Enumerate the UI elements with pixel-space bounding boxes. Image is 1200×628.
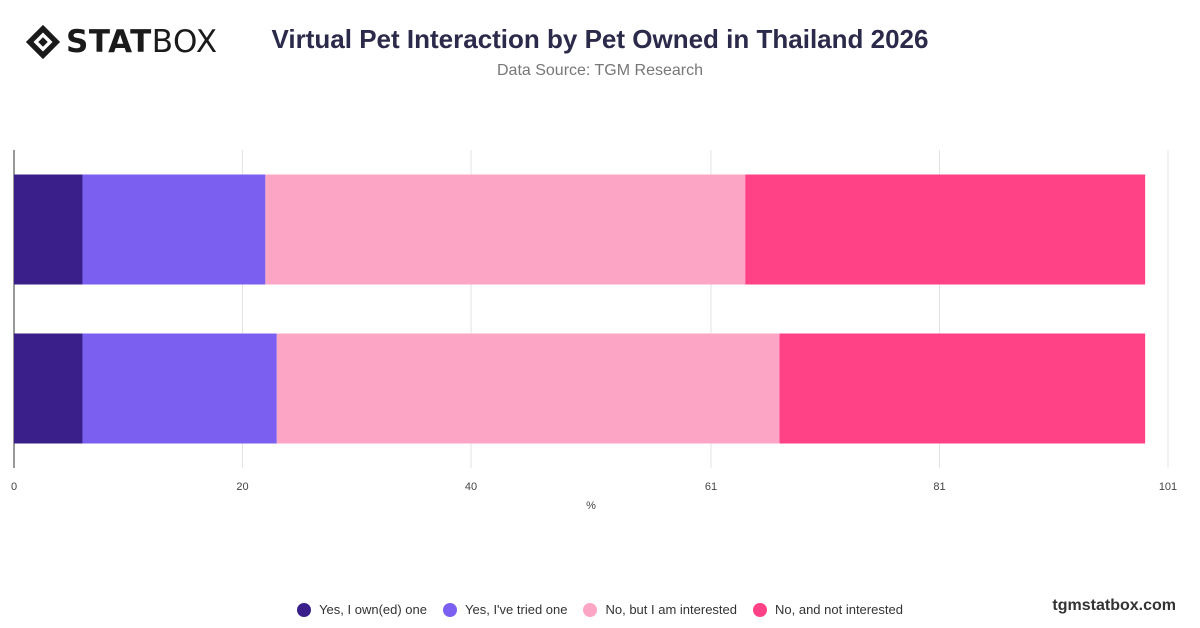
brand-url: tgmstatbox.com [1052, 597, 1176, 614]
legend-label: No, but I am interested [605, 602, 737, 617]
chart-legend: Yes, I own(ed) one Yes, I've tried one No,… [0, 602, 1200, 620]
bar-segment [745, 174, 1146, 285]
legend-swatch [443, 602, 458, 617]
chart-subtitle: Data Source: TGM Research [496, 62, 703, 79]
stacked-bar-chart: 0 20 40 61 81 101% [11, 150, 1177, 512]
legend-label: No, and not interested [775, 602, 903, 617]
logo-wordmark-bold: STAT [66, 24, 152, 60]
x-tick-label: 81 [933, 481, 945, 493]
legend-item[interactable]: Yes, I own(ed) one [297, 602, 427, 617]
bar-segment [14, 333, 83, 444]
diamond-logo-icon [25, 24, 61, 60]
legend-swatch [297, 602, 312, 617]
legend-label: Yes, I own(ed) one [319, 602, 428, 617]
chart-title: Virtual Pet Interaction by Pet Owned in … [271, 24, 929, 54]
logo-wordmark: STATBOX [66, 22, 218, 62]
x-tick-label: 61 [705, 481, 717, 493]
bar-segment [14, 174, 83, 285]
bar-segment [779, 333, 1146, 444]
legend-swatch [753, 602, 767, 617]
logo-wordmark-light: BOX [151, 24, 218, 60]
bar-segment [265, 174, 746, 285]
x-tick-label: 20 [236, 481, 248, 493]
legend-item[interactable]: No, and not interested [753, 602, 903, 617]
bar-segment [82, 174, 266, 285]
x-tick-label: 101 [1159, 481, 1177, 493]
legend-item[interactable]: Yes, I've tried one [443, 602, 567, 617]
legend-swatch [583, 602, 598, 617]
bar-segment [82, 333, 277, 444]
legend-item[interactable]: No, but I am interested [583, 602, 737, 617]
x-tick-label: 0 [11, 481, 17, 493]
x-tick-label: 40 [465, 481, 477, 493]
statbox-logo: STATBOX [24, 22, 218, 62]
x-axis-label: % [586, 500, 596, 512]
bar-segment [276, 333, 780, 444]
legend-label: Yes, I've tried one [465, 602, 568, 617]
